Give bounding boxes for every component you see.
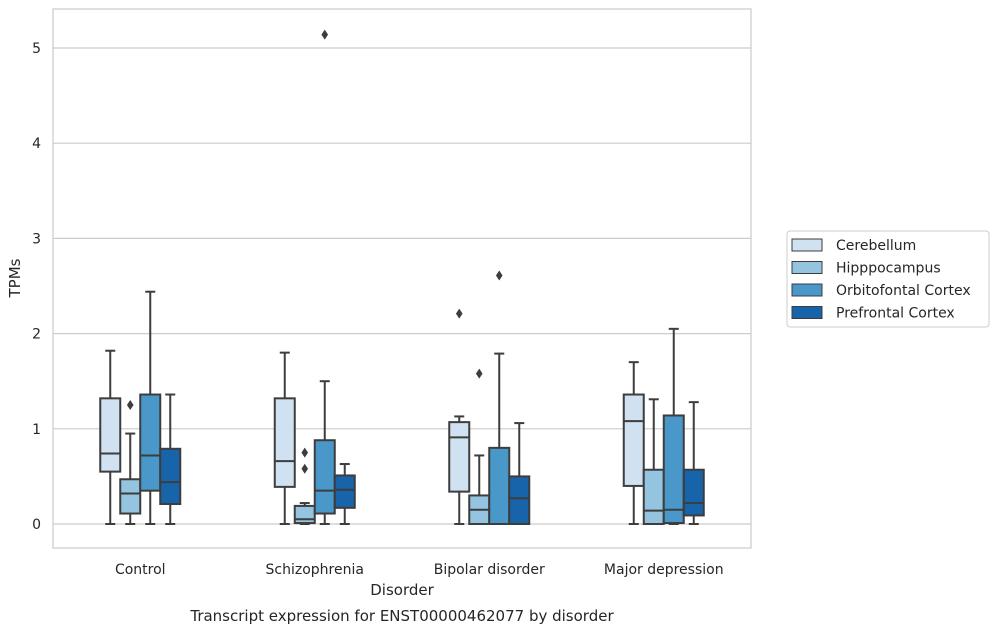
legend-entry: Hipppocampus [791, 261, 941, 277]
legend-entry: Prefrontal Cortex [791, 306, 955, 322]
box-body [508, 475, 531, 525]
legend-label: Orbitofontal Cortex [836, 283, 971, 299]
box-hipppocampus [642, 398, 665, 525]
y-tick-label: 5 [32, 41, 41, 57]
box-body [139, 393, 162, 492]
box-orbitofontal-cortex [139, 290, 162, 525]
outlier-point [455, 308, 463, 319]
box-prefrontal-cortex [508, 422, 531, 525]
box-orbitofontal-cortex [488, 270, 511, 525]
legend-label: Cerebellum [836, 238, 916, 254]
x-tick-label: Schizophrenia [266, 562, 364, 578]
box-body [119, 478, 142, 515]
box-body [682, 468, 705, 517]
legend-entry: Orbitofontal Cortex [791, 283, 971, 299]
box-body [642, 468, 665, 525]
box-prefrontal-cortex [159, 393, 182, 525]
box-body [448, 421, 471, 493]
legend-swatch [791, 306, 823, 319]
chart-title: Transcript expression for ENST0000046207… [189, 607, 614, 625]
box-body [293, 504, 316, 525]
legend-frame [786, 230, 990, 328]
box-prefrontal-cortex [682, 401, 705, 525]
legend-entry: Cerebellum [791, 238, 916, 254]
legend-label: Hipppocampus [836, 261, 941, 277]
x-tick-labels: Control Schizophrenia Bipolar disorder Majo… [115, 562, 724, 578]
box-body [99, 397, 122, 473]
box-body [333, 474, 356, 509]
x-tick-label: Bipolar disorder [434, 562, 545, 578]
box-body [159, 447, 182, 506]
x-tick-label: Major depression [604, 562, 724, 578]
box-hipppocampus [119, 400, 142, 525]
box-body [622, 393, 645, 487]
legend-label: Prefrontal Cortex [836, 306, 955, 322]
box-cerebellum [99, 349, 122, 525]
y-axis-label: TPMs [6, 258, 24, 298]
box-body [273, 397, 296, 488]
outlier-point [301, 447, 309, 458]
legend: Cerebellum Hipppocampus Orbitofontal Corte… [786, 230, 990, 328]
y-tick-label: 1 [32, 422, 41, 438]
box-body [662, 414, 685, 525]
outlier-point [321, 29, 329, 40]
legend-entries: Cerebellum Hipppocampus Orbitofontal Corte… [791, 238, 971, 322]
legend-swatch [791, 238, 823, 252]
outlier-point [126, 400, 134, 410]
box-prefrontal-cortex [333, 463, 356, 525]
legend-swatch [791, 261, 823, 274]
box-cerebellum [273, 351, 296, 525]
y-tick-label: 3 [32, 231, 41, 247]
y-tick-label: 0 [32, 517, 41, 533]
outlier-point [495, 270, 503, 281]
box-cerebellum [622, 361, 645, 525]
legend-swatch [791, 283, 823, 297]
box-body [313, 439, 336, 515]
x-tick-label: Control [115, 562, 166, 578]
outlier-point [301, 463, 309, 474]
boxes [99, 29, 705, 526]
plot-frame [52, 8, 752, 549]
y-tick-label: 2 [32, 327, 41, 343]
y-tick-labels: 0 1 2 3 4 5 [32, 41, 41, 533]
outlier-point [475, 368, 483, 379]
y-tick-label: 4 [32, 136, 41, 152]
box-cerebellum [448, 308, 471, 525]
x-axis-label: Disorder [370, 581, 434, 599]
box-body [488, 446, 511, 525]
